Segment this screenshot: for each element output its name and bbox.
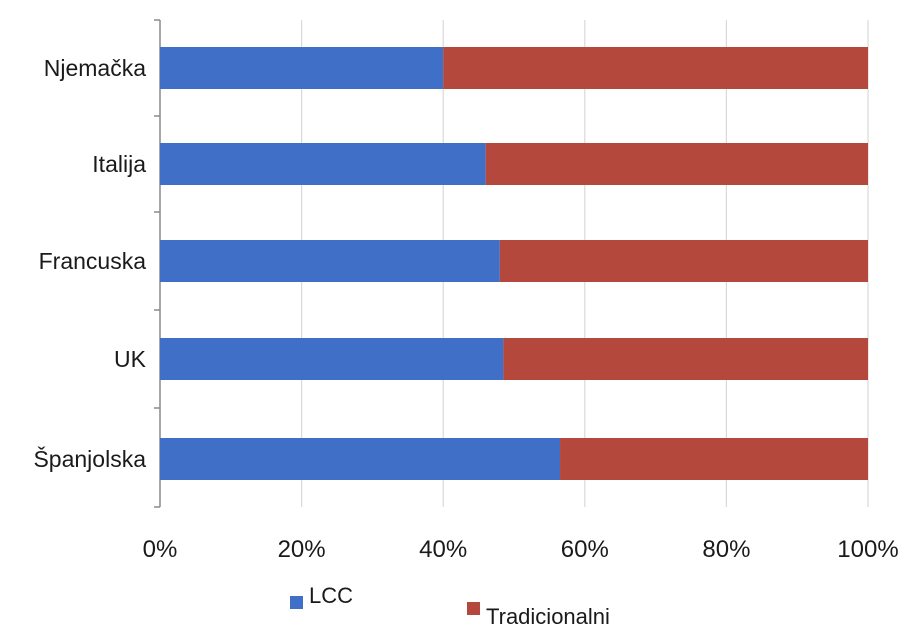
category-label: Francuska	[39, 248, 147, 274]
bar-tradicionalni	[503, 338, 868, 380]
bar-lcc	[160, 47, 444, 89]
x-tick-label: 40%	[419, 536, 467, 563]
x-tick-label: 0%	[143, 536, 178, 563]
stacked-bar-chart: Njemačka Italija Francuska UK Španjolska 0% 20…	[33, 19, 899, 563]
category-label: UK	[114, 346, 147, 372]
x-tick-label: 20%	[278, 536, 326, 563]
bar-lcc	[160, 143, 486, 185]
bar-lcc	[160, 438, 561, 480]
bar-lcc	[160, 338, 504, 380]
chart-container: Njemačka Italija Francuska UK Španjolska 0% 20…	[33, 19, 899, 629]
bar-lcc	[160, 240, 500, 282]
bar-tradicionalni	[485, 143, 868, 185]
x-tick-label: 100%	[837, 536, 898, 563]
category-label: Španjolska	[33, 445, 146, 472]
x-tick-label: 60%	[561, 536, 609, 563]
category-label: Njemačka	[44, 55, 146, 81]
bar-tradicionalni	[499, 240, 868, 282]
bar-tradicionalni	[443, 47, 868, 89]
x-tick-label: 80%	[702, 536, 750, 563]
bar-tradicionalni	[560, 438, 868, 480]
category-label: Italija	[92, 151, 146, 177]
